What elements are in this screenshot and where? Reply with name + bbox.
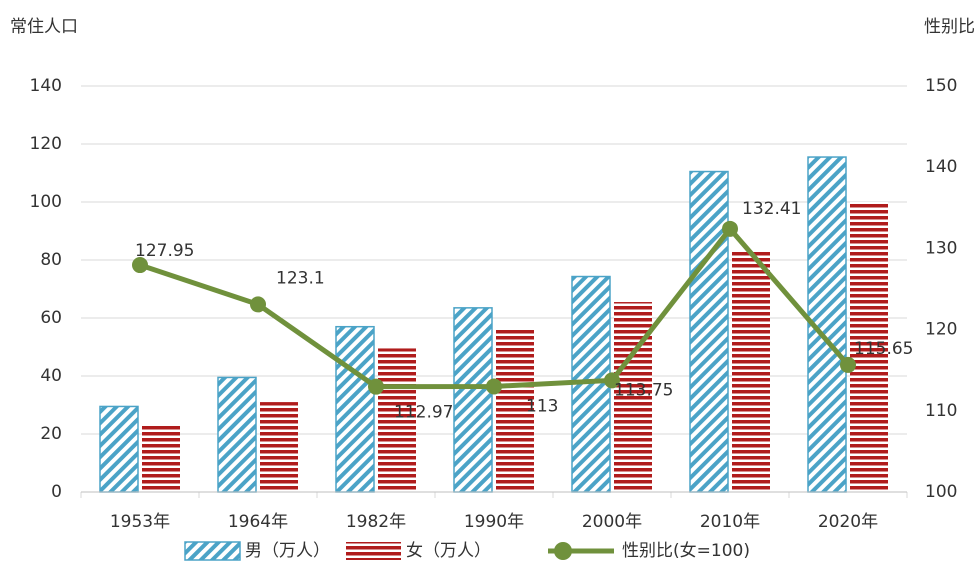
legend-swatch	[554, 542, 572, 560]
x-tick-label: 2010年	[700, 512, 760, 532]
data-label: 113.75	[614, 380, 673, 400]
data-label: 112.97	[394, 403, 453, 423]
bar	[260, 402, 298, 492]
bar	[732, 249, 770, 492]
line-point	[604, 372, 620, 389]
y2-axis-title: 性别比	[924, 17, 975, 37]
x-tick-label: 1964年	[228, 512, 288, 532]
bar	[99, 405, 139, 493]
bar	[496, 329, 534, 492]
bar	[217, 376, 257, 493]
x-tick-label: 1953年	[110, 512, 170, 532]
bar	[378, 348, 416, 492]
y-tick-label: 60	[40, 308, 62, 328]
data-label: 115.65	[854, 339, 913, 359]
y-tick-label: 40	[40, 366, 62, 386]
y2-tick-label: 140	[925, 157, 957, 177]
y-tick-label: 0	[51, 482, 62, 502]
bar	[689, 170, 729, 493]
line-point	[722, 220, 738, 237]
data-label: 113	[526, 396, 558, 416]
data-label: 123.1	[276, 268, 325, 288]
x-tick-label: 1990年	[464, 512, 524, 532]
data-label: 127.95	[135, 241, 194, 261]
y2-tick-label: 110	[925, 401, 957, 421]
line-point	[250, 296, 266, 313]
legend-label: 男（万人）	[245, 541, 330, 561]
legend-swatch	[184, 541, 241, 561]
y2-tick-label: 100	[925, 482, 957, 502]
bar	[453, 307, 493, 493]
line-point	[132, 257, 148, 274]
x-tick-label: 2000年	[582, 512, 642, 532]
y2-tick-label: 150	[925, 76, 957, 96]
x-tick-label: 1982年	[346, 512, 406, 532]
line-point	[368, 378, 384, 395]
legend-label: 性别比(女=100)	[622, 541, 750, 561]
legend-label: 女（万人）	[406, 541, 491, 561]
bar	[335, 325, 375, 493]
line-point	[840, 356, 856, 373]
y-tick-label: 120	[30, 134, 62, 154]
bar	[142, 425, 180, 492]
y-axis-title: 常住人口	[10, 17, 78, 37]
legend-swatch	[346, 542, 401, 560]
y-tick-label: 140	[30, 76, 62, 96]
line-point	[486, 378, 502, 395]
bar	[850, 202, 888, 492]
y2-tick-label: 120	[925, 320, 957, 340]
y-tick-label: 20	[40, 424, 62, 444]
y-tick-label: 80	[40, 250, 62, 270]
data-label: 132.41	[742, 199, 801, 219]
y-tick-label: 100	[30, 192, 62, 212]
x-tick-label: 2020年	[818, 512, 878, 532]
y2-tick-label: 130	[925, 238, 957, 258]
